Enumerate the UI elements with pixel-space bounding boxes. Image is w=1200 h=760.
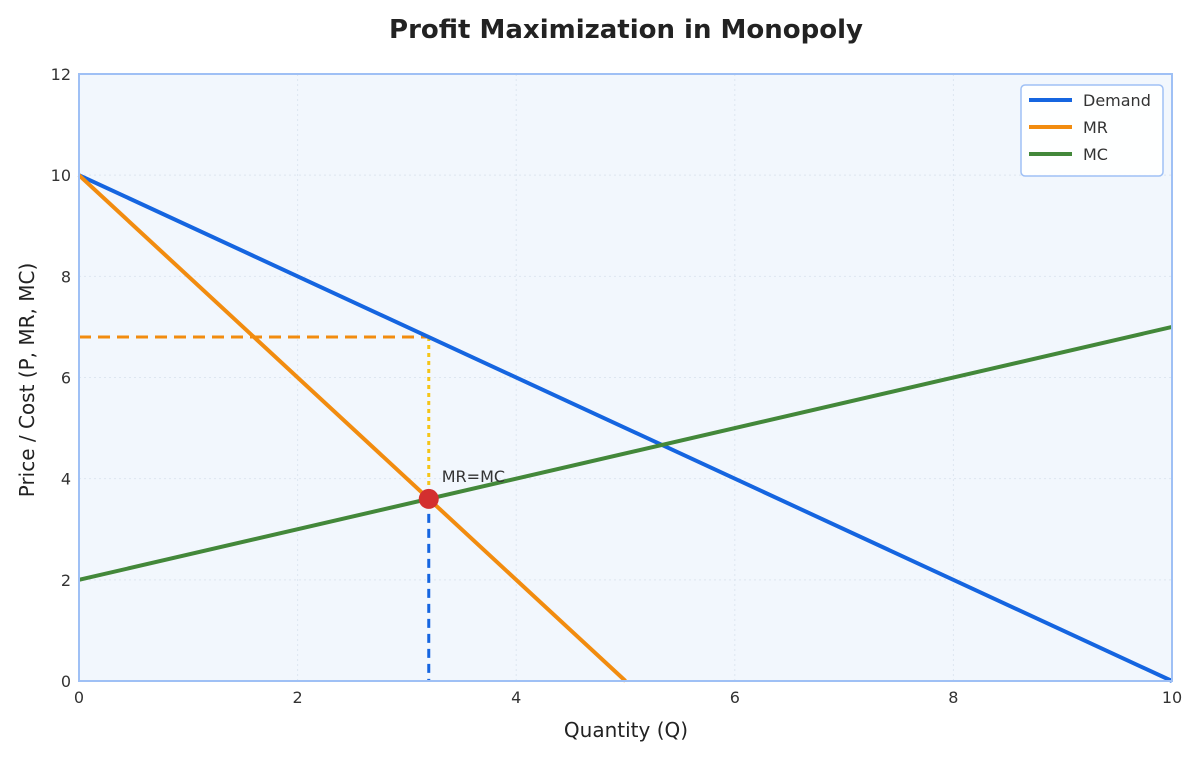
chart-title: Profit Maximization in Monopoly <box>389 15 863 45</box>
series-line-mr <box>77 173 627 683</box>
mr-mc-point <box>418 488 439 509</box>
series-line-mc <box>78 324 1173 582</box>
y-tick-label: 2 <box>61 571 71 590</box>
legend-label-demand: Demand <box>1083 91 1151 110</box>
x-tick-label: 4 <box>511 688 521 707</box>
plot-frame <box>78 73 1173 682</box>
y-tick-label: 0 <box>61 672 71 691</box>
legend-label-mr: MR <box>1083 118 1108 137</box>
x-tick-label: 8 <box>948 688 958 707</box>
y-axis-label: Price / Cost (P, MR, MC) <box>15 263 39 498</box>
y-tick-label: 6 <box>61 369 71 388</box>
mr-mc-label: MR=MC <box>442 467 505 486</box>
series-line-demand <box>78 173 1173 683</box>
x-tick-label: 6 <box>730 688 740 707</box>
x-axis-label: Quantity (Q) <box>564 718 688 742</box>
x-tick-label: 0 <box>74 688 84 707</box>
x-tick-label: 2 <box>293 688 303 707</box>
legend-label-mc: MC <box>1083 145 1108 164</box>
x-tick-label: 10 <box>1162 688 1182 707</box>
y-tick-label: 4 <box>61 470 71 489</box>
y-tick-label: 12 <box>51 65 71 84</box>
y-tick-label: 8 <box>61 267 71 286</box>
y-tick-label: 10 <box>51 166 71 185</box>
